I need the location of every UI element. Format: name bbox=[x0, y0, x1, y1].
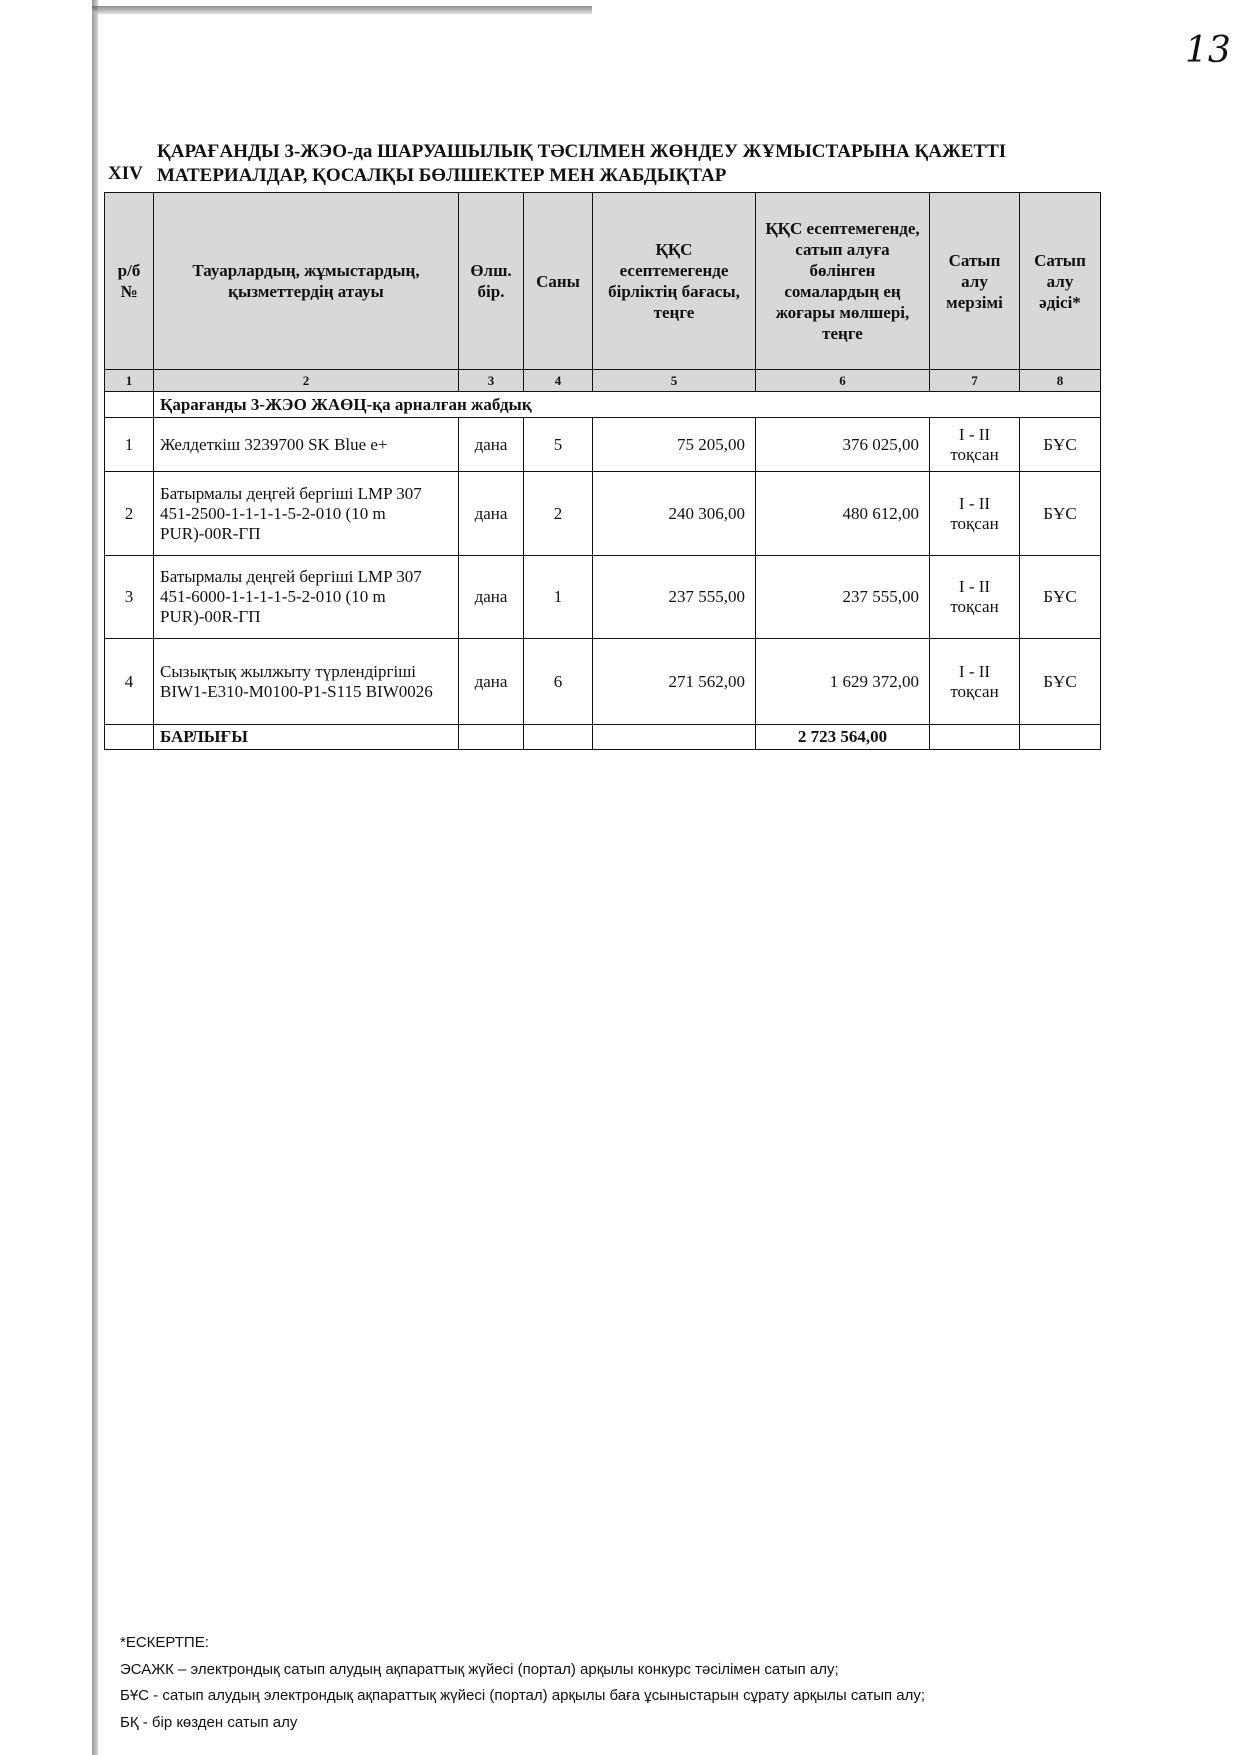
cell-total: 376 025,00 bbox=[755, 417, 930, 472]
col-number: 6 bbox=[755, 369, 930, 392]
footnote: *ЕСКЕРТПЕ: ЭСАЖК – электрондық сатып алу… bbox=[120, 1630, 925, 1736]
col-header: Өлш. бір. bbox=[458, 192, 524, 370]
cell-term: I - II тоқсан bbox=[929, 417, 1020, 472]
cell-price: 237 555,00 bbox=[592, 555, 756, 639]
cell-price: 75 205,00 bbox=[592, 417, 756, 472]
scan-edge bbox=[92, 0, 98, 1755]
cell-unit: дана bbox=[458, 417, 524, 472]
cell-unit: дана bbox=[458, 471, 524, 556]
cell-qty: 2 bbox=[523, 471, 593, 556]
table-row: 3 Батырмалы деңгей бергіші LMP 307 451-6… bbox=[104, 555, 1101, 639]
cell-name: Желдеткіш 3239700 SK Blue e+ bbox=[153, 417, 459, 472]
section-number: XIV bbox=[108, 163, 143, 184]
cell-qty: 6 bbox=[523, 638, 593, 725]
total-row: БАРЛЫҒЫ 2 723 564,00 bbox=[104, 724, 1101, 750]
table-row: 4 Сызықтық жылжыту түрлендіргіші BIW1-E3… bbox=[104, 638, 1101, 725]
cell-n: 1 bbox=[104, 417, 154, 472]
col-header: Сатып алу әдісі* bbox=[1019, 192, 1101, 370]
scan-edge-top bbox=[92, 6, 592, 14]
cell-price: 271 562,00 bbox=[592, 638, 756, 725]
cell-price: 240 306,00 bbox=[592, 471, 756, 556]
table-row: 2 Батырмалы деңгей бергіші LMP 307 451-2… bbox=[104, 471, 1101, 556]
cell-method: БҰС bbox=[1019, 471, 1101, 556]
col-number: 8 bbox=[1019, 369, 1101, 392]
cell-method: БҰС bbox=[1019, 417, 1101, 472]
col-header: ҚҚС есептемегенде, сатып алуға бөлінген … bbox=[755, 192, 930, 370]
cell-term: I - II тоқсан bbox=[929, 638, 1020, 725]
section-row: Қарағанды 3-ЖЭО ЖАӨЦ-қа арналған жабдық bbox=[104, 391, 1101, 418]
cell-name: Батырмалы деңгей бергіші LMP 307 451-600… bbox=[153, 555, 459, 639]
footnote-heading: *ЕСКЕРТПЕ: bbox=[120, 1634, 209, 1651]
col-number: 5 bbox=[592, 369, 756, 392]
cell-name: Сызықтық жылжыту түрлендіргіші BIW1-E310… bbox=[153, 638, 459, 725]
cell-unit: дана bbox=[458, 638, 524, 725]
cell-name: Батырмалы деңгей бергіші LMP 307 451-250… bbox=[153, 471, 459, 556]
header-row: р/б № Тауарлардың, жұмыстардың, қызметте… bbox=[104, 192, 1101, 370]
cell-qty: 5 bbox=[523, 417, 593, 472]
section-title: Қарағанды 3-ЖЭО ЖАӨЦ-қа арналған жабдық bbox=[153, 391, 1101, 418]
cell-n: 2 bbox=[104, 471, 154, 556]
col-number: 7 bbox=[929, 369, 1020, 392]
title-line: ҚАРАҒАНДЫ 3-ЖЭО-да ШАРУАШЫЛЫҚ ТӘСІЛМЕН Ж… bbox=[157, 141, 1007, 162]
cell-term: I - II тоқсан bbox=[929, 555, 1020, 639]
title-line: МАТЕРИАЛДАР, ҚОСАЛҚЫ БӨЛШЕКТЕР МЕН ЖАБДЫ… bbox=[157, 165, 727, 186]
cell-n: 3 bbox=[104, 555, 154, 639]
table-row: 1 Желдеткіш 3239700 SK Blue e+ дана 5 75… bbox=[104, 417, 1101, 472]
cell-method: БҰС bbox=[1019, 638, 1101, 725]
total-value: 2 723 564,00 bbox=[755, 724, 930, 750]
col-number: 1 bbox=[104, 369, 154, 392]
cell-total: 237 555,00 bbox=[755, 555, 930, 639]
col-header: Саны bbox=[523, 192, 593, 370]
col-header: Сатып алу мерзімі bbox=[929, 192, 1020, 370]
col-header: р/б № bbox=[104, 192, 154, 370]
total-label: БАРЛЫҒЫ bbox=[153, 724, 459, 750]
col-number: 2 bbox=[153, 369, 459, 392]
cell-term: I - II тоқсан bbox=[929, 471, 1020, 556]
cell-n: 4 bbox=[104, 638, 154, 725]
footnote-line: БҚ - бір көзден сатып алу bbox=[120, 1713, 298, 1731]
cell-total: 1 629 372,00 bbox=[755, 638, 930, 725]
page-title: ҚАРАҒАНДЫ 3-ЖЭО-да ШАРУАШЫЛЫҚ ТӘСІЛМЕН Ж… bbox=[157, 140, 1006, 188]
page-number: 13 bbox=[1185, 30, 1231, 71]
column-number-row: 1 2 3 4 5 6 7 8 bbox=[104, 369, 1101, 392]
cell-method: БҰС bbox=[1019, 555, 1101, 639]
cell-total: 480 612,00 bbox=[755, 471, 930, 556]
materials-table: р/б № Тауарлардың, жұмыстардың, қызметте… bbox=[104, 192, 1101, 750]
footnote-line: ЭСАЖК – электрондық сатып алудың ақпарат… bbox=[120, 1660, 839, 1678]
col-header: ҚҚС есептемегенде бірліктің бағасы, теңг… bbox=[592, 192, 756, 370]
col-header: Тауарлардың, жұмыстардың, қызметтердің а… bbox=[153, 192, 459, 370]
footnote-line: БҰС - сатып алудың электрондық ақпаратты… bbox=[120, 1687, 926, 1704]
col-number: 4 bbox=[523, 369, 593, 392]
cell-unit: дана bbox=[458, 555, 524, 639]
cell-qty: 1 bbox=[523, 555, 593, 639]
col-number: 3 bbox=[458, 369, 524, 392]
